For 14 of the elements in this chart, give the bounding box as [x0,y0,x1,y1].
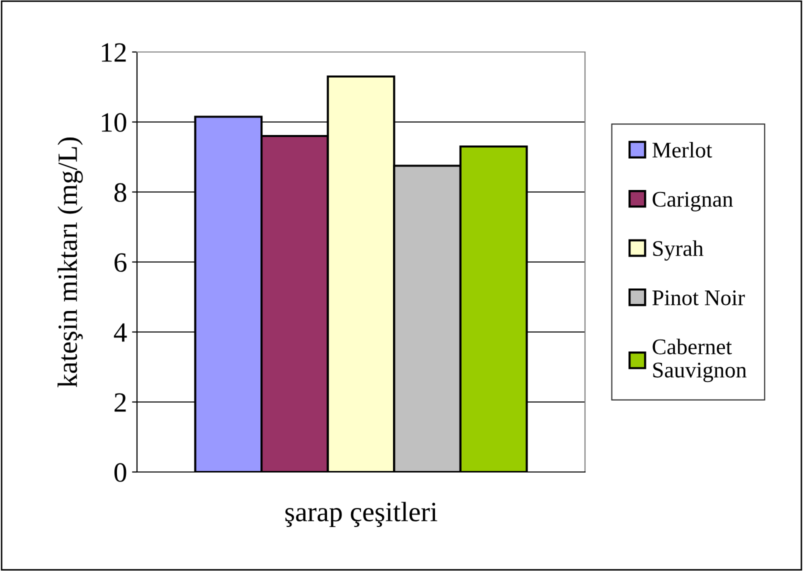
legend-label: Merlot [652,142,712,158]
legend-label: Cabernet Sauvignon [652,338,747,382]
y-tick-label: 10 [102,113,126,132]
y-tick-label: 0 [114,463,126,482]
legend-label: Syrah [653,240,704,261]
y-tick-label: 6 [114,253,126,272]
y-tick-label: 2 [114,393,126,412]
legend-label: Pinot Noir [652,290,745,306]
y-axis-title: kateşin miktarı (mg/L) [58,137,83,388]
legend-label: Carignan [652,192,733,212]
y-tick-label: 4 [114,323,127,342]
x-axis-title: şarap çeşitleri [285,502,438,528]
y-tick-label: 12 [102,43,126,62]
y-tick-label: 8 [114,183,126,202]
